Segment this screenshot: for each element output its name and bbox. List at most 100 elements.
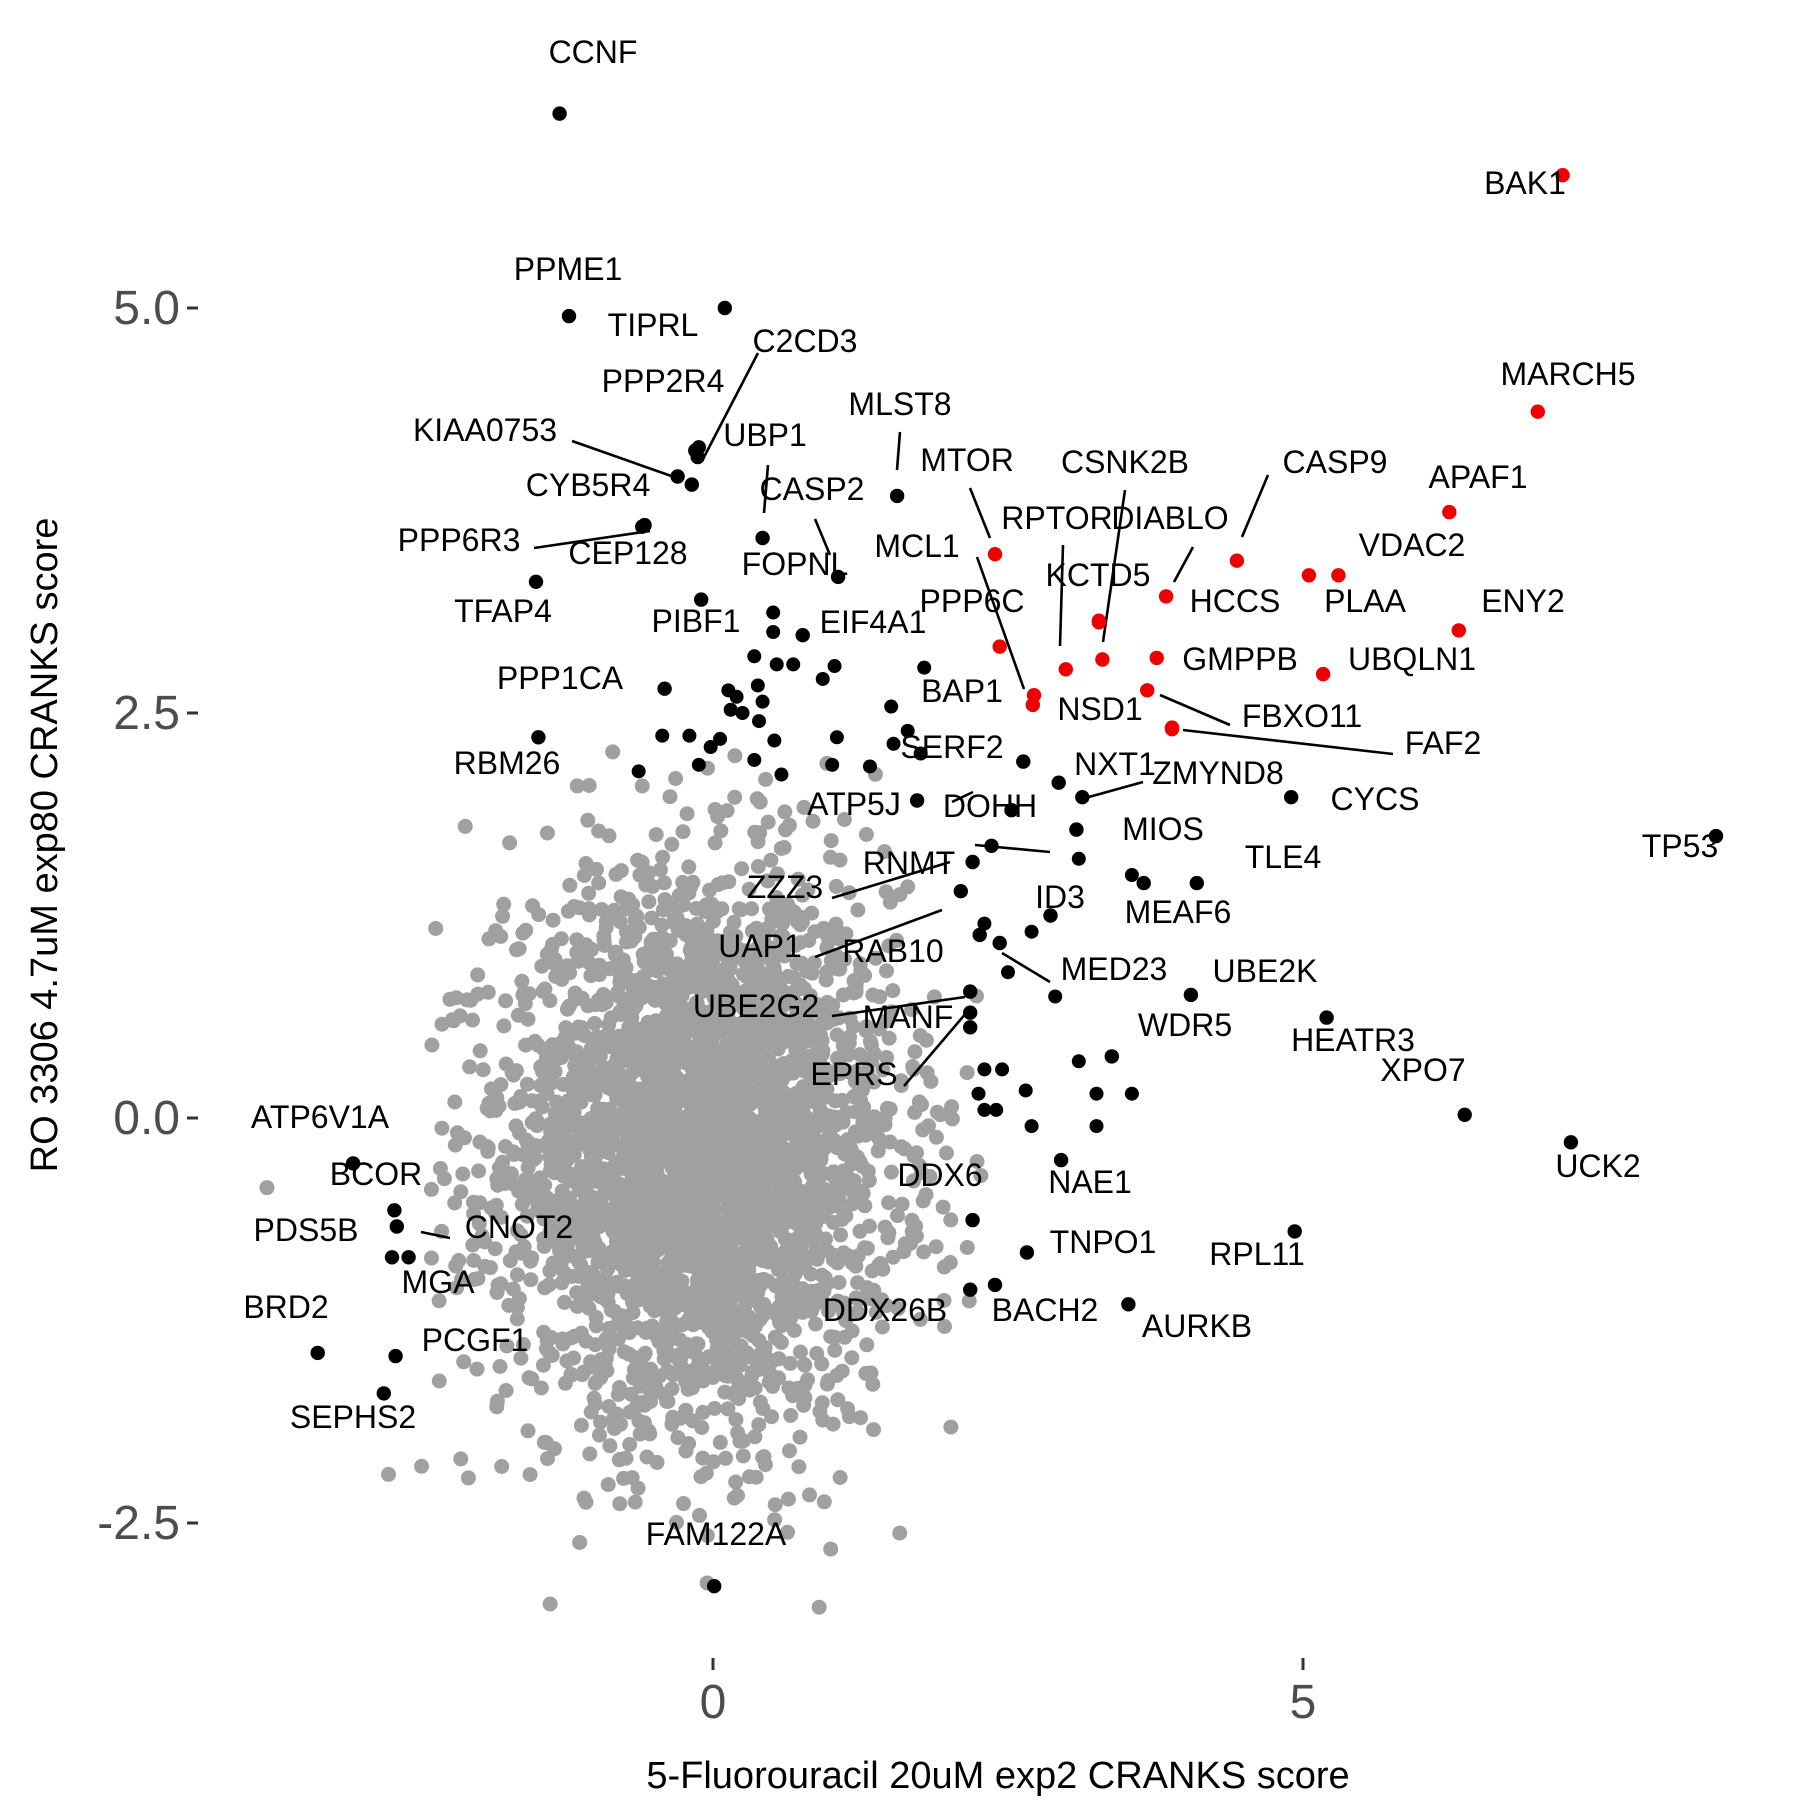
background-point [810,1193,826,1209]
background-point [744,1364,760,1380]
background-point [631,1038,647,1054]
background-point [502,835,518,851]
background-point [721,874,737,890]
background-point [739,1189,755,1204]
background-point [772,1132,788,1148]
hit-point [786,657,801,672]
background-point [721,1351,737,1366]
background-point [821,1108,837,1124]
background-point [871,1021,887,1037]
background-point [445,1013,461,1029]
point-label-mtor: MTOR [920,442,1014,478]
point-tle4 [1189,875,1205,891]
background-point [780,896,796,912]
background-point [836,1141,852,1157]
point-eprs [963,1020,978,1035]
point-wdr5 [1104,1049,1120,1064]
background-point [498,993,514,1009]
background-point [525,898,540,914]
background-point [821,1303,836,1319]
label-leader-line [1101,489,1127,643]
point-uck2 [1563,1135,1579,1150]
point-label-ube2g2: UBE2G2 [693,988,819,1024]
hit-point [1071,851,1086,866]
background-point [554,1275,570,1291]
point-label-cep128: CEP128 [568,535,687,571]
background-point [734,861,750,877]
background-point [656,1343,672,1359]
hit-point [723,702,738,717]
background-point [718,981,734,996]
background-point [781,817,797,833]
hit-point [862,759,877,774]
background-point [691,1250,707,1266]
y-axis-title: RO 3306 4.7uM exp80 CRANKS score [24,518,66,1173]
background-point [625,1054,641,1070]
background-point [823,953,839,969]
point-uap1 [953,884,968,899]
background-point [642,1372,658,1388]
background-point [757,1340,773,1356]
point-hccs [1158,589,1174,604]
background-point [784,1293,800,1309]
background-point [767,1497,783,1513]
background-point [638,877,654,893]
background-point [719,1009,735,1025]
background-point [516,1239,532,1255]
point-ddx26b [963,1282,978,1297]
background-point [781,1109,797,1125]
point-label-faf2: FAF2 [1405,725,1481,761]
background-point [509,1311,525,1327]
point-label-casp2: CASP2 [760,471,865,507]
background-point [519,1076,535,1092]
background-point [736,1119,752,1135]
background-point [673,1350,689,1366]
background-point [850,1248,866,1264]
background-point [769,1331,785,1347]
point-label-hccs: HCCS [1190,583,1281,619]
background-point [462,1059,478,1075]
background-point [643,1393,658,1409]
background-point [613,889,629,905]
point-label-mga: MGA [402,1264,476,1300]
background-point [858,1365,874,1381]
background-point [832,1470,848,1485]
background-point [767,987,783,1003]
background-point [820,1131,836,1147]
background-point [751,1417,767,1433]
point-label-atp6v1a: ATP6V1A [251,1099,390,1135]
background-point [656,875,672,891]
background-point [552,1035,568,1051]
hit-point [703,740,718,755]
background-point [741,1276,757,1292]
background-point [625,1114,641,1130]
background-point [939,1145,954,1161]
background-point [928,1129,944,1145]
point-labels-layer: CCNF BAK1 PPME1 TIPRL MARCH5 UBP1 PPP2R4 C2CD3 K… [243,34,1718,1552]
background-point [628,998,644,1014]
background-point [660,897,676,913]
background-point [796,1048,812,1064]
background-point [584,1136,600,1152]
background-point [753,925,769,941]
background-point [493,928,509,944]
label-leader-line [951,790,974,804]
point-label-mcl1: MCL1 [874,528,959,564]
background-point [431,1293,447,1309]
background-point [669,1162,685,1177]
point-label-eprs: EPRS [810,1056,897,1092]
background-point [559,958,575,974]
background-point [601,828,617,844]
background-point [859,1063,875,1079]
background-point [896,1244,912,1260]
point-bach2 [987,1277,1003,1293]
background-point [543,1157,559,1173]
background-point [518,922,534,938]
background-point [728,1412,744,1428]
background-point [959,1065,975,1081]
point-mtor [987,547,1003,562]
background-point [794,909,810,925]
background-point [428,920,444,936]
background-point [818,925,834,941]
background-point [780,1092,796,1108]
